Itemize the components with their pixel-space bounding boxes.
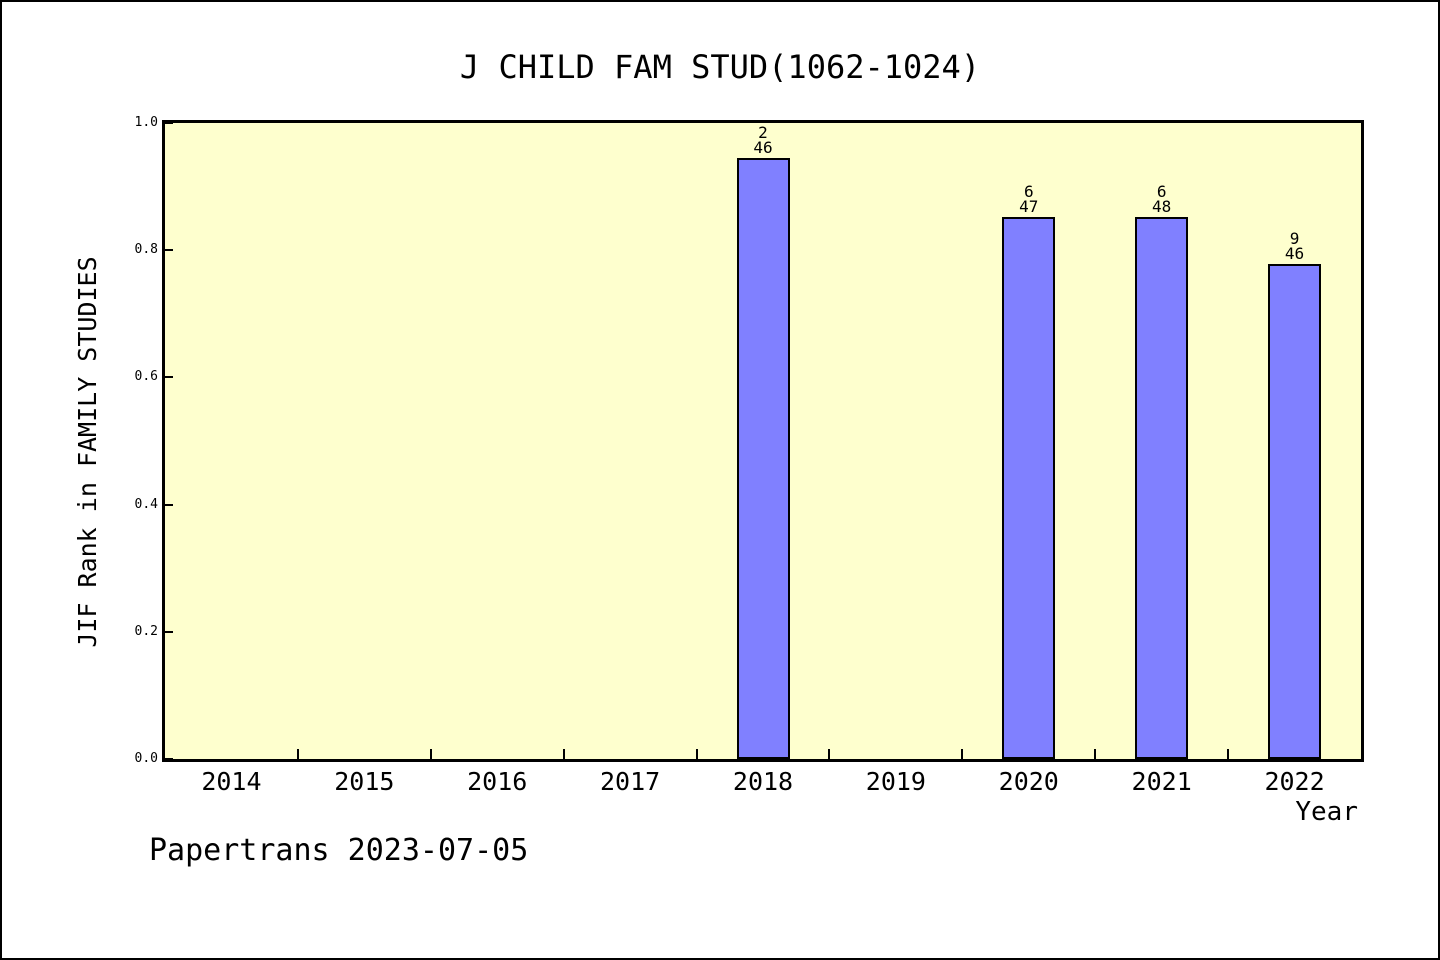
y-tick-mark <box>165 630 173 633</box>
chart-title: J CHILD FAM STUD(1062-1024) <box>459 48 981 86</box>
bar-2021 <box>1135 217 1189 759</box>
bar-value-label: 6 48 <box>1122 182 1202 216</box>
bar-2018 <box>736 158 790 759</box>
x-tick-mark <box>961 749 964 759</box>
x-tick-label: 2018 <box>732 767 794 796</box>
bar-rank-denominator: 47 <box>1019 197 1039 216</box>
bar-rank-denominator: 46 <box>753 138 773 157</box>
y-tick-label: 0.4 <box>134 496 158 512</box>
bar-value-label: 6 47 <box>989 182 1069 216</box>
bar-rank-denominator: 48 <box>1152 197 1172 216</box>
x-axis-label: Year <box>1295 797 1358 827</box>
x-tick-mark <box>296 749 299 759</box>
x-tick-mark <box>828 749 831 759</box>
bar-rank-numerator: 6 <box>1023 182 1034 201</box>
bar-rank-numerator: 9 <box>1289 229 1300 248</box>
x-tick-label: 2020 <box>998 767 1059 796</box>
x-tick-label: 2015 <box>334 767 395 796</box>
y-tick-mark <box>165 758 173 760</box>
bar-2022 <box>1268 264 1322 759</box>
x-tick-label: 2014 <box>201 767 262 796</box>
x-tick-mark <box>1227 749 1230 759</box>
y-tick-mark <box>165 122 173 124</box>
bar-rank-denominator: 46 <box>1284 244 1305 263</box>
y-tick-mark <box>165 249 173 252</box>
y-tick-label: 0.6 <box>134 369 158 385</box>
x-tick-label: 2019 <box>865 767 926 796</box>
y-tick-label: 1.0 <box>134 115 158 130</box>
x-tick-label: 2021 <box>1131 767 1192 796</box>
x-tick-mark <box>429 749 432 759</box>
x-tick-mark <box>695 749 698 759</box>
bar-rank-numerator: 2 <box>758 123 768 142</box>
y-tick-mark <box>165 503 173 506</box>
x-tick-mark <box>562 749 565 759</box>
x-tick-label: 2016 <box>467 767 528 796</box>
bar-value-label: 2 46 <box>723 123 803 157</box>
x-tick-label: 2017 <box>600 767 661 796</box>
y-tick-label: 0.2 <box>134 623 158 639</box>
x-tick-mark <box>1094 749 1097 759</box>
y-axis-label: JIF Rank in FAMILY STUDIES <box>73 256 102 648</box>
bar-2020 <box>1002 217 1056 759</box>
bar-value-label: 9 46 <box>1255 229 1335 263</box>
y-tick-label: 0.8 <box>134 242 158 258</box>
x-tick-label: 2022 <box>1264 767 1325 796</box>
bar-rank-numerator: 6 <box>1156 182 1167 201</box>
y-tick-label: 0.0 <box>134 751 158 766</box>
y-tick-mark <box>165 376 173 379</box>
watermark-text: Papertrans 2023-07-05 <box>149 833 529 868</box>
